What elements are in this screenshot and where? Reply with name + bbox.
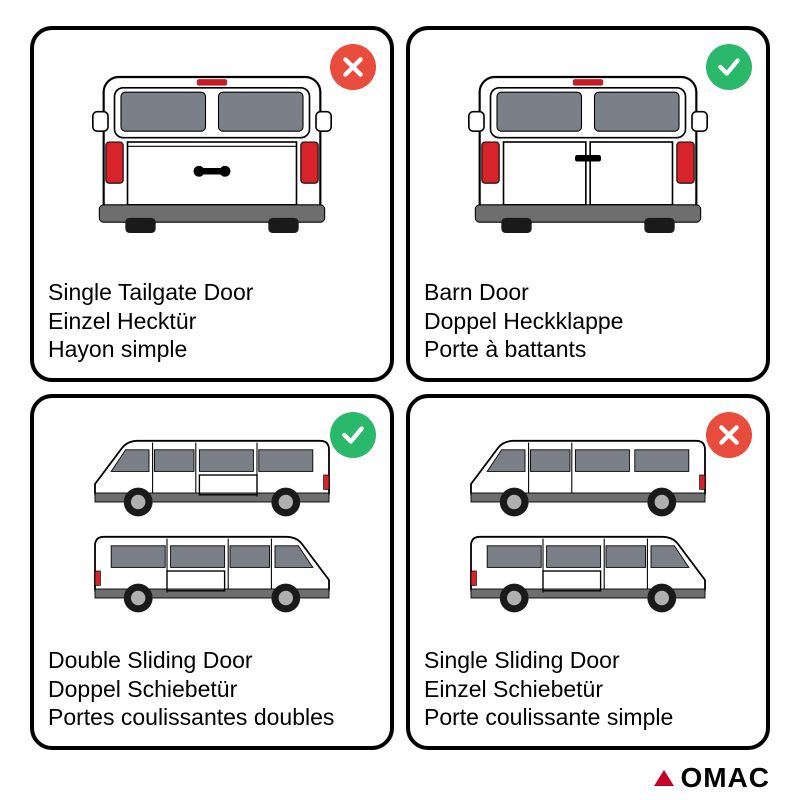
label-de: Einzel Schiebetür — [424, 675, 752, 704]
label-en: Single Tailgate Door — [48, 278, 376, 307]
label-en: Barn Door — [424, 278, 752, 307]
brand-text: OMAC — [680, 762, 770, 794]
illustration-side-double — [48, 408, 376, 638]
illustration-rear-barn — [424, 40, 752, 270]
badge-single-tailgate — [330, 44, 376, 90]
label-de: Doppel Heckklappe — [424, 307, 752, 336]
label-de: Einzel Hecktür — [48, 307, 376, 336]
check-icon — [340, 422, 366, 448]
label-en: Double Sliding Door — [48, 646, 376, 675]
badge-double-sliding — [330, 412, 376, 458]
brand-logo: OMAC — [654, 762, 770, 794]
badge-barn-door — [706, 44, 752, 90]
check-icon — [716, 54, 742, 80]
badge-single-sliding — [706, 412, 752, 458]
label-fr: Hayon simple — [48, 335, 376, 364]
label-fr: Porte coulissante simple — [424, 703, 752, 732]
compatibility-grid: Single Tailgate Door Einzel Hecktür Hayo… — [0, 0, 800, 800]
label-fr: Porte à battants — [424, 335, 752, 364]
panel-single-tailgate: Single Tailgate Door Einzel Hecktür Hayo… — [30, 26, 394, 382]
caption-barn-door: Barn Door Doppel Heckklappe Porte à batt… — [424, 270, 752, 364]
label-en: Single Sliding Door — [424, 646, 752, 675]
caption-single-sliding: Single Sliding Door Einzel Schiebetür Po… — [424, 638, 752, 732]
illustration-rear-tailgate — [48, 40, 376, 270]
panel-double-sliding: Double Sliding Door Doppel Schiebetür Po… — [30, 394, 394, 750]
panel-barn-door: Barn Door Doppel Heckklappe Porte à batt… — [406, 26, 770, 382]
caption-single-tailgate: Single Tailgate Door Einzel Hecktür Hayo… — [48, 270, 376, 364]
label-de: Doppel Schiebetür — [48, 675, 376, 704]
illustration-side-single — [424, 408, 752, 638]
cross-icon — [340, 54, 366, 80]
caption-double-sliding: Double Sliding Door Doppel Schiebetür Po… — [48, 638, 376, 732]
brand-triangle-icon — [654, 770, 674, 786]
cross-icon — [716, 422, 742, 448]
label-fr: Portes coulissantes doubles — [48, 703, 376, 732]
panel-single-sliding: Single Sliding Door Einzel Schiebetür Po… — [406, 394, 770, 750]
